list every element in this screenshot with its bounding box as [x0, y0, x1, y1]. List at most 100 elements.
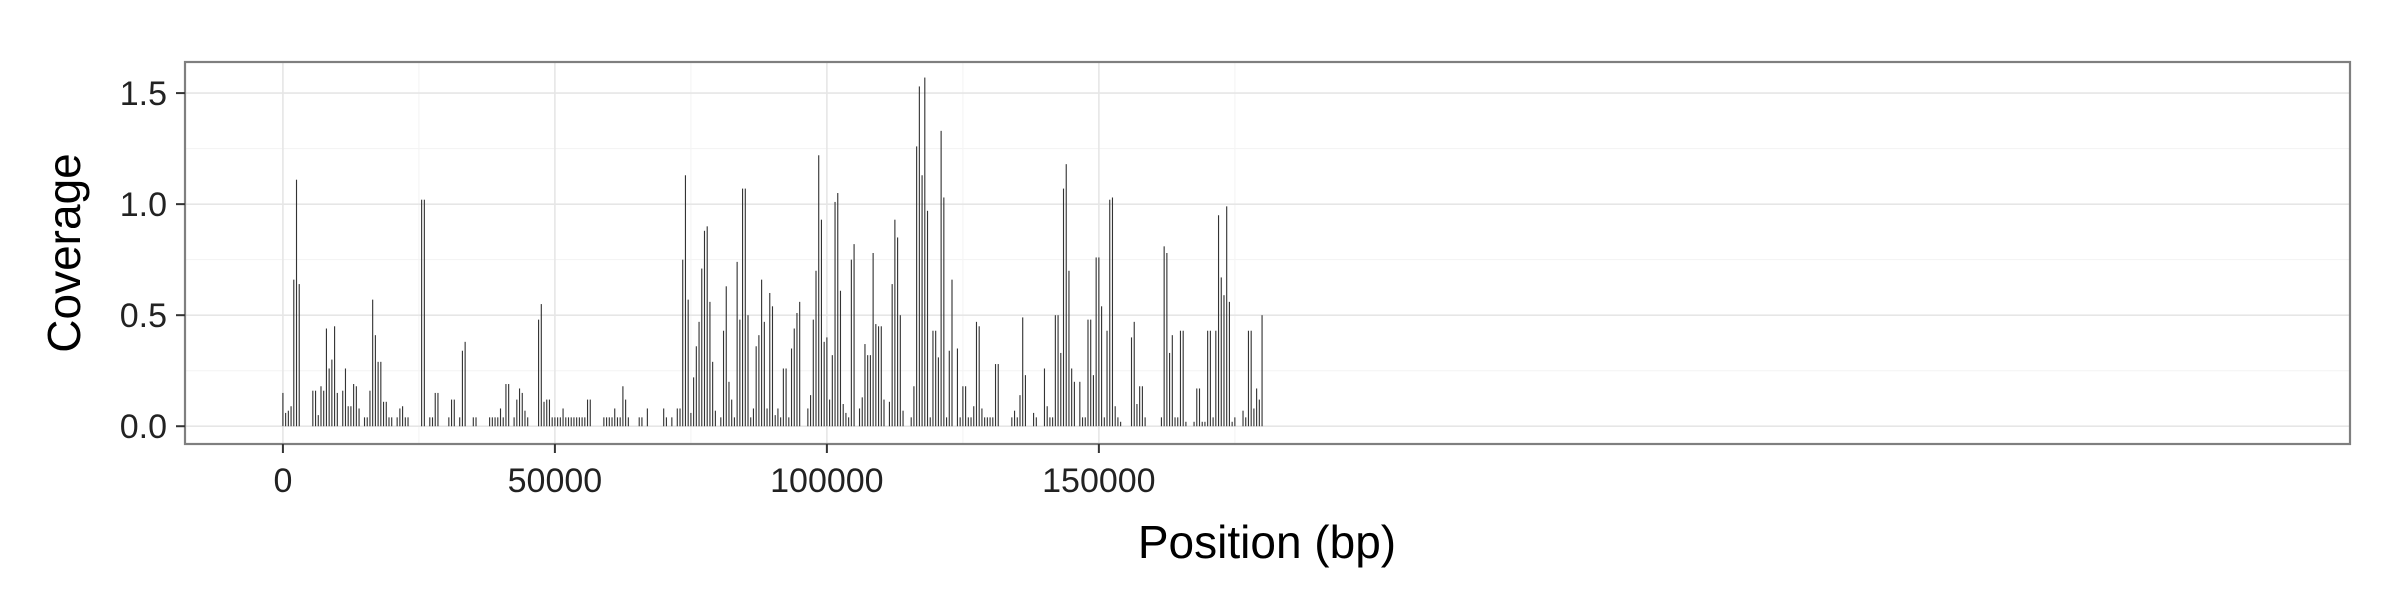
y-tick-label: 1.5 [120, 75, 167, 113]
coverage-bar [543, 401, 545, 427]
coverage-bar [421, 199, 423, 427]
coverage-bar [382, 401, 385, 427]
coverage-bar [714, 410, 716, 427]
coverage-bar [1139, 386, 1141, 427]
coverage-bar [287, 410, 289, 427]
coverage-bar [589, 399, 591, 427]
coverage-bar [926, 210, 929, 427]
coverage-bar [453, 399, 455, 427]
coverage-bar [940, 130, 942, 427]
coverage-bar [1207, 330, 1209, 427]
coverage-bars [282, 77, 1263, 427]
coverage-bar [845, 412, 847, 427]
coverage-bar [616, 417, 619, 427]
coverage-bar [861, 397, 863, 427]
coverage-bar [290, 406, 292, 427]
coverage-bar [698, 321, 700, 427]
coverage-bar [1073, 381, 1075, 427]
coverage-bar [1016, 417, 1018, 427]
coverage-bar [1062, 188, 1065, 427]
coverage-bar [518, 388, 521, 427]
coverage-bar [350, 406, 352, 427]
coverage-bar [385, 401, 387, 427]
coverage-bar [994, 364, 997, 427]
coverage-bar [935, 330, 937, 427]
y-tick-label: 0.5 [120, 297, 167, 335]
coverage-bar [1111, 197, 1114, 427]
coverage-bar [937, 357, 939, 427]
coverage-bar [864, 344, 866, 427]
coverage-bar [1226, 206, 1228, 427]
coverage-bar [513, 417, 515, 427]
coverage-bar [962, 386, 964, 427]
coverage-bar [818, 155, 820, 427]
coverage-bar [1098, 257, 1100, 427]
coverage-bar [557, 417, 559, 427]
coverage-bar [285, 412, 287, 427]
coverage-bar [888, 401, 890, 427]
coverage-bar [282, 392, 284, 427]
coverage-bar [676, 408, 678, 427]
coverage-bar [951, 279, 953, 427]
coverage-bar [1256, 388, 1258, 427]
coverage-bar [682, 259, 684, 427]
coverage-bar [437, 392, 439, 427]
coverage-bar [956, 348, 958, 427]
coverage-bar [739, 319, 741, 427]
coverage-bar [611, 417, 613, 427]
coverage-bar [1204, 421, 1206, 427]
coverage-bar [353, 384, 355, 427]
coverage-bar [758, 335, 760, 427]
coverage-bar [336, 392, 338, 427]
coverage-bar [875, 324, 877, 427]
coverage-bar [404, 417, 406, 427]
coverage-bar [619, 417, 621, 427]
coverage-bar [1136, 404, 1138, 427]
coverage-bar [858, 408, 861, 427]
coverage-bar [1101, 306, 1103, 427]
coverage-bar [918, 86, 920, 427]
coverage-bar [665, 417, 667, 427]
coverage-bar [638, 417, 640, 427]
coverage-bar [1106, 330, 1108, 427]
coverage-bar [1133, 321, 1135, 427]
coverage-bar [820, 219, 822, 427]
coverage-bar [538, 319, 540, 427]
y-axis: 0.0 0.5 1.0 1.5 [120, 75, 185, 446]
coverage-bar [810, 395, 812, 427]
coverage-bar [562, 408, 564, 427]
coverage-bar [314, 390, 317, 427]
coverage-bar [399, 408, 401, 427]
x-tick-label: 0 [273, 462, 292, 500]
coverage-bar [796, 312, 798, 427]
coverage-bar [975, 321, 978, 427]
coverage-bar [1046, 406, 1048, 427]
coverage-bar [1171, 335, 1173, 427]
coverage-bar [554, 417, 556, 427]
coverage-bar [733, 417, 735, 427]
coverage-bar [366, 417, 368, 427]
coverage-bar [567, 417, 570, 427]
coverage-bar [627, 417, 629, 427]
coverage-bar [546, 399, 548, 427]
coverage-bar [608, 417, 610, 427]
coverage-bar [986, 417, 988, 427]
coverage-bar [872, 253, 874, 427]
coverage-bar [1166, 253, 1168, 427]
coverage-bar [913, 386, 915, 427]
coverage-bar [946, 417, 948, 427]
coverage-bar [1043, 368, 1046, 427]
coverage-bar [641, 417, 643, 427]
coverage-bar [581, 417, 583, 427]
grid-lines [185, 62, 2350, 444]
coverage-bar [750, 417, 752, 427]
coverage-bar [1068, 270, 1070, 427]
coverage-bar [334, 326, 336, 427]
coverage-bar [1065, 164, 1067, 427]
coverage-bar [679, 408, 681, 427]
coverage-bar [687, 299, 689, 427]
x-axis-title: Position (bp) [1138, 516, 1396, 568]
coverage-bar [695, 346, 697, 427]
coverage-bar [850, 259, 852, 427]
